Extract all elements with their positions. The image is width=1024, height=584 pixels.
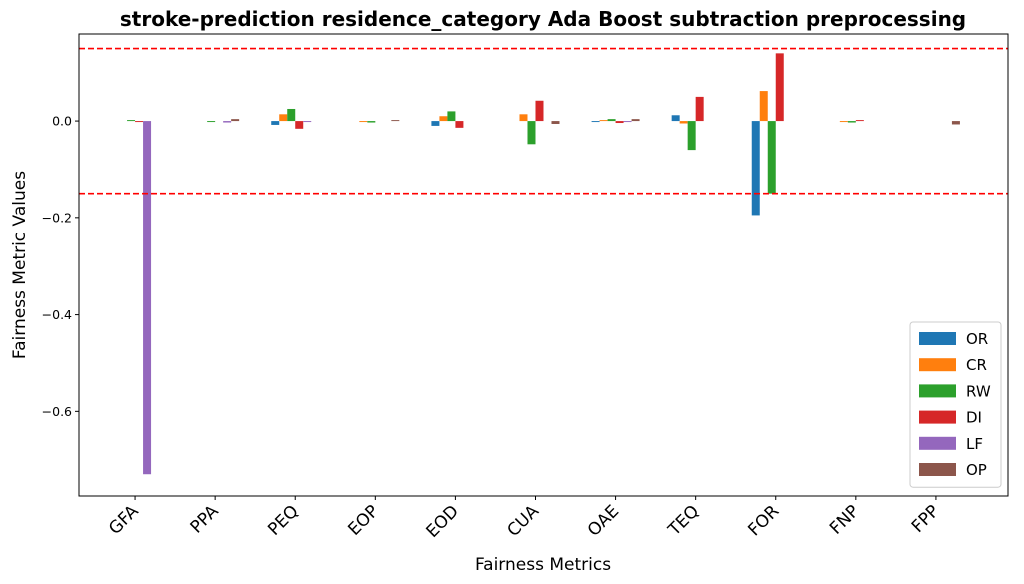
- x-tick-label: FOR: [744, 501, 783, 540]
- bar-lf-peq: [303, 121, 312, 123]
- bar-op-cua: [551, 121, 560, 124]
- bar-or-oae: [591, 121, 600, 123]
- bar-rw-fnp: [847, 121, 856, 123]
- bar-cr-oae: [599, 120, 608, 122]
- x-tick-label: GFA: [105, 501, 143, 539]
- x-tick-label: OAE: [584, 501, 623, 540]
- bar-di-cua: [535, 100, 544, 122]
- bar-di-peq: [295, 121, 304, 129]
- bar-lf-gfa: [143, 121, 152, 475]
- bar-cr-cua: [519, 114, 528, 122]
- bar-lf-ppa: [223, 121, 232, 123]
- plot-frame: [78, 33, 1009, 497]
- legend-swatch-op: [919, 463, 956, 476]
- bar-or-teq: [671, 115, 680, 122]
- bar-rw-for: [767, 121, 776, 194]
- bar-or-peq: [271, 121, 280, 125]
- legend-swatch-or: [919, 332, 956, 345]
- y-tick-label: −0.6: [42, 404, 72, 419]
- x-tick-label: EOD: [422, 501, 462, 541]
- bar-di-eod: [455, 121, 464, 128]
- legend-label-op: OP: [966, 461, 987, 479]
- x-tick-label: FPP: [908, 501, 944, 537]
- y-tick-label: 0.0: [52, 114, 72, 129]
- legend-label-rw: RW: [966, 382, 991, 400]
- bar-di-gfa: [135, 121, 144, 123]
- bar-di-for: [775, 53, 784, 122]
- bar-rw-oae: [607, 119, 616, 122]
- y-axis: 0.0 −0.2 −0.4 −0.6: [42, 114, 79, 419]
- legend-label-lf: LF: [966, 435, 983, 453]
- x-tick-label: EOP: [344, 501, 382, 539]
- bar-rw-eod: [447, 111, 456, 122]
- legend-label-or: OR: [966, 330, 988, 348]
- bar-op-eop: [391, 120, 400, 122]
- bar-op-fpp: [951, 121, 960, 125]
- bar-rw-peq: [287, 108, 296, 122]
- y-tick-label: −0.2: [42, 210, 72, 225]
- y-tick-label: −0.4: [42, 307, 72, 322]
- bar-cr-peq: [279, 114, 288, 122]
- chart-title: stroke-prediction residence_category Ada…: [120, 7, 966, 31]
- reference-lines-layer: [79, 47, 1008, 195]
- bar-di-oae: [615, 121, 624, 124]
- legend-swatch-cr: [919, 358, 956, 372]
- bar-di-fnp: [855, 120, 864, 122]
- bar-cr-fnp: [839, 121, 848, 123]
- legend-swatch-di: [919, 410, 956, 424]
- bar-cr-teq: [679, 121, 688, 124]
- bar-op-ppa: [231, 119, 240, 122]
- bar-rw-eop: [367, 121, 376, 123]
- x-axis-label: Fairness Metrics: [475, 555, 611, 575]
- legend: OR CR RW DI LF OP: [909, 321, 1002, 488]
- bar-di-teq: [695, 96, 704, 122]
- x-tick-label: TEQ: [664, 501, 703, 540]
- bar-cr-for: [759, 91, 768, 122]
- legend-label-di: DI: [966, 409, 982, 427]
- bar-lf-oae: [623, 121, 632, 123]
- bar-or-eod: [431, 121, 440, 126]
- bar-cr-eop: [359, 121, 368, 123]
- bar-op-oae: [631, 119, 640, 122]
- x-tick-label: CUA: [503, 501, 543, 541]
- bar-or-for: [751, 121, 760, 216]
- legend-swatch-rw: [919, 384, 956, 398]
- x-tick-label: FNP: [826, 501, 863, 538]
- legend-label-cr: CR: [966, 356, 987, 374]
- bar-rw-cua: [527, 121, 536, 145]
- bar-rw-teq: [687, 121, 696, 151]
- x-axis: GFA PPA PEQ EOP EOD CUA OAE TEQ FOR FNP FPP: [105, 496, 943, 542]
- bars-layer: [127, 53, 960, 475]
- y-axis-label: Fairness Metric Values: [10, 171, 30, 359]
- x-tick-label: PEQ: [264, 501, 302, 539]
- bar-rw-gfa: [127, 120, 136, 122]
- bar-cr-eod: [439, 116, 448, 122]
- bar-rw-ppa: [207, 121, 216, 123]
- legend-swatch-lf: [919, 436, 956, 450]
- x-tick-label: PPA: [187, 501, 223, 537]
